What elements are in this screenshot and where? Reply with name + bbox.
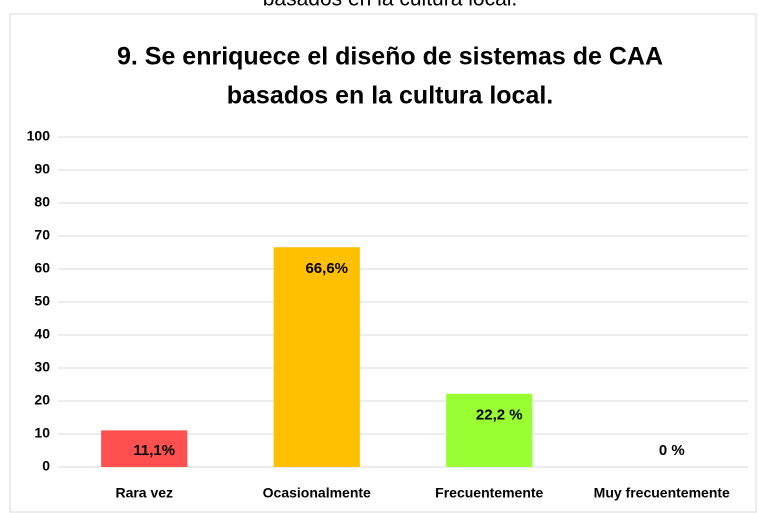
- y-tick-label: 90: [34, 161, 50, 177]
- y-tick-label: 40: [34, 326, 50, 342]
- chart-border: [9, 13, 757, 513]
- header-fragment: basados en la cultura local.: [263, 0, 518, 11]
- value-label: 22,2 %: [476, 407, 523, 424]
- bar: [446, 393, 533, 467]
- value-label: 0 %: [659, 442, 685, 459]
- y-tick-label: 10: [34, 425, 50, 441]
- bar: [101, 430, 188, 467]
- y-tick-label: 70: [34, 227, 50, 243]
- value-label: 11,1%: [133, 442, 175, 459]
- y-tick-label: 50: [34, 293, 50, 309]
- x-tick-label: Muy frecuentemente: [594, 485, 730, 501]
- value-label: 66,6%: [305, 260, 348, 277]
- y-tick-label: 30: [34, 359, 50, 375]
- x-tick-label: Ocasionalmente: [263, 485, 371, 501]
- chart-title: 9. Se enriquece el diseño de sistemas de…: [117, 43, 663, 71]
- y-tick-label: 20: [34, 392, 50, 408]
- bar: [273, 247, 360, 467]
- y-tick-label: 80: [34, 194, 50, 210]
- y-tick-label: 100: [27, 128, 51, 144]
- chart-title: basados en la cultura local.: [227, 82, 554, 110]
- y-tick-label: 0: [42, 458, 50, 474]
- y-tick-label: 60: [34, 260, 50, 276]
- x-tick-label: Frecuentemente: [435, 485, 543, 501]
- x-tick-label: Rara vez: [115, 485, 173, 501]
